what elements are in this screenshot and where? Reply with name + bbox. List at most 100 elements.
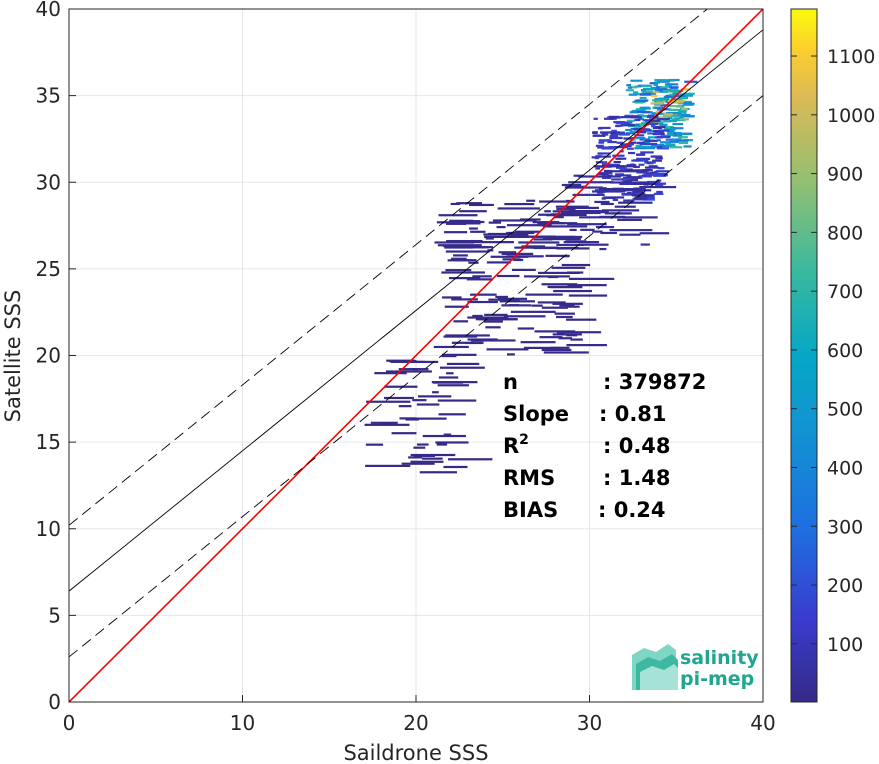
density-cell (610, 133, 622, 136)
density-cell (555, 205, 589, 208)
density-cell (646, 115, 659, 119)
logo-text-salinity: salinity (680, 647, 759, 669)
density-cell (642, 141, 651, 144)
y-axis: 0 5 10 15 20 25 30 35 40 (36, 0, 76, 714)
density-cell (665, 113, 673, 116)
density-cell (645, 172, 656, 175)
density-cell (636, 153, 645, 156)
density-cell (669, 105, 681, 108)
x-tick-label: 10 (230, 711, 255, 735)
line-regression (69, 29, 763, 592)
density-cell (559, 304, 575, 307)
density-cell (592, 230, 603, 233)
density-cell (486, 261, 511, 264)
density-cell (626, 147, 634, 150)
density-cell (633, 197, 642, 200)
stat-value: : 379872 (603, 370, 706, 394)
density-cell (398, 405, 412, 408)
x-tick-label: 0 (63, 711, 76, 735)
density-cell (653, 81, 660, 84)
density-cell (611, 129, 617, 132)
density-cell (683, 145, 692, 148)
density-cell (639, 159, 649, 162)
density-cell (570, 338, 583, 341)
density-cell (578, 175, 622, 178)
density-cell (642, 198, 655, 201)
density-cell (597, 155, 611, 158)
y-tick-label: 25 (36, 257, 61, 281)
density-cell (663, 115, 671, 118)
density-cell (656, 117, 670, 121)
density-cell (366, 400, 411, 403)
density-cell (678, 141, 689, 145)
density-cell (401, 360, 439, 364)
density-cell (568, 181, 614, 184)
density-cell (641, 85, 653, 88)
density-cell (572, 193, 605, 196)
density-cell (580, 228, 595, 231)
density-cell (492, 219, 537, 222)
density-cell (569, 277, 615, 280)
density-cell (656, 80, 670, 83)
density-cell (611, 212, 631, 215)
density-cell (623, 122, 630, 125)
density-cell (501, 304, 532, 307)
density-cell (600, 231, 617, 235)
density-cell (659, 86, 668, 89)
density-cell (616, 124, 623, 127)
density-cell (374, 372, 407, 375)
density-cell (436, 443, 448, 446)
density-cell (650, 155, 663, 158)
density-cell (675, 139, 689, 142)
density-cell (653, 192, 664, 196)
stat-label: n (503, 370, 518, 394)
density-cell (658, 129, 670, 132)
density-cell (484, 320, 503, 323)
density-cell (631, 136, 646, 140)
density-cell (553, 216, 564, 219)
density-cell (667, 100, 680, 103)
density-cell (592, 190, 623, 193)
density-cell (647, 136, 656, 139)
density-cell (638, 175, 652, 178)
density-cell (552, 210, 593, 213)
density-cell (514, 246, 558, 249)
density-cell (593, 165, 636, 168)
density-cell (556, 315, 573, 319)
colorbar-ticks: 100 200 300 400 500 600 700 800 900 1000 1100 (791, 46, 875, 656)
density-cell (606, 189, 652, 192)
stat-label: R2 (503, 432, 529, 458)
density-cell (466, 220, 481, 223)
stat-label: BIAS (503, 498, 558, 522)
density-cell (518, 241, 560, 244)
density-cell (594, 200, 610, 204)
y-tick-label: 5 (48, 603, 61, 627)
density-cell (665, 138, 676, 141)
density-cell (446, 239, 483, 243)
density-cell (447, 259, 470, 262)
density-cell (531, 304, 543, 307)
density-cell (537, 271, 580, 275)
line-regression-upper (69, 9, 709, 526)
density-cell (541, 306, 568, 309)
density-cell (567, 284, 607, 287)
density-cell (643, 88, 656, 91)
density-cell (683, 115, 695, 118)
x-tick-label: 30 (577, 711, 602, 735)
density-cell (484, 313, 508, 316)
density-cell (498, 251, 517, 254)
colorbar-tick-label: 1100 (827, 46, 875, 68)
density-cell (566, 213, 587, 217)
density-cell (638, 163, 645, 166)
stat-label: RMS (503, 466, 555, 490)
density-cell (682, 113, 691, 117)
density-cell (410, 460, 444, 463)
density-cell (567, 223, 607, 226)
density-cell (656, 179, 662, 182)
x-axis: 0 10 20 30 40 (63, 695, 776, 735)
density-cell (665, 143, 676, 146)
stat-superscript: 2 (519, 432, 529, 448)
density-cell (537, 301, 566, 304)
density-cell (650, 125, 656, 128)
density-cell (634, 195, 648, 198)
